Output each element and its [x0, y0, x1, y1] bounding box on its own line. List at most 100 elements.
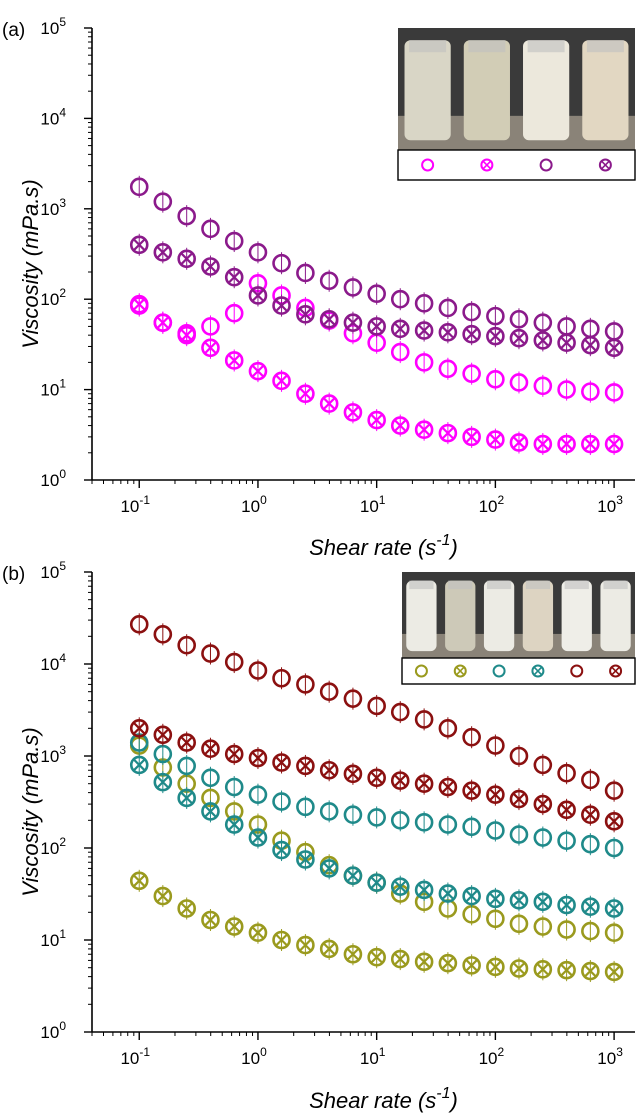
marker-circle — [438, 719, 458, 738]
data-point — [129, 869, 149, 892]
data-point — [224, 743, 244, 766]
x-tick-label-exp: 0 — [260, 1045, 267, 1059]
marker-circle — [509, 433, 529, 452]
data-point — [462, 362, 481, 385]
marker-circle — [557, 800, 576, 820]
data-point — [177, 786, 196, 809]
marker-cross — [536, 962, 550, 976]
marker-circle — [248, 361, 268, 381]
x-tick-label-exp: 0 — [260, 493, 267, 507]
marker-cross — [132, 297, 146, 311]
marker-circle — [486, 821, 505, 840]
legend-marker — [539, 158, 553, 172]
marker-circle — [177, 249, 196, 269]
data-point — [557, 918, 576, 941]
marker-cross — [393, 952, 407, 966]
x-tick-label-base: 10 — [360, 497, 379, 516]
marker-cross — [441, 956, 455, 970]
marker-cross — [322, 942, 336, 956]
marker-cross — [465, 430, 479, 444]
marker-cross — [441, 780, 455, 794]
data-point — [557, 959, 576, 982]
marker-circle — [390, 416, 410, 435]
x-tick-label-base: 10 — [241, 497, 260, 516]
marker-cross — [180, 791, 194, 805]
marker-circle — [462, 427, 481, 447]
data-point — [509, 745, 529, 767]
marker-circle — [486, 736, 505, 755]
marker-cross — [512, 893, 526, 907]
marker-circle — [414, 813, 434, 832]
data-point — [201, 766, 220, 789]
y-tick-label: 100 — [40, 467, 66, 490]
marker-circle — [343, 944, 363, 964]
data-point — [248, 659, 268, 682]
marker-circle — [509, 789, 529, 809]
marker-circle — [390, 702, 410, 722]
data-point — [509, 788, 529, 811]
marker-circle — [272, 840, 291, 860]
legend-marker — [609, 664, 623, 678]
y-tick-label: 105 — [40, 559, 66, 582]
data-point — [343, 864, 363, 887]
marker-circle — [224, 917, 244, 936]
vial — [522, 580, 554, 652]
data-point — [272, 294, 291, 317]
data-point — [272, 369, 291, 392]
data-point — [272, 751, 291, 774]
data-point — [604, 921, 624, 944]
data-point — [129, 753, 149, 776]
data-point — [343, 762, 363, 785]
marker-circle — [153, 313, 173, 332]
marker-circle — [272, 371, 291, 391]
vial-neck — [525, 580, 551, 590]
marker-cross — [156, 889, 170, 903]
marker-circle — [462, 324, 481, 344]
marker-cross — [488, 433, 502, 447]
data-point — [604, 897, 624, 920]
marker-circle — [153, 744, 173, 764]
marker-circle — [533, 434, 553, 454]
marker-cross — [180, 328, 194, 342]
data-point — [201, 908, 220, 931]
marker-cross — [536, 797, 550, 811]
data-point — [486, 428, 505, 451]
data-point — [414, 950, 434, 973]
marker-cross — [156, 728, 170, 742]
y-tick-label-exp: 2 — [59, 835, 66, 849]
legend-marker — [598, 158, 612, 172]
vial-neck — [527, 40, 565, 53]
data-point — [438, 296, 458, 319]
data-point — [414, 351, 434, 374]
marker-circle — [367, 317, 386, 336]
data-point — [296, 261, 315, 284]
marker-circle — [367, 696, 386, 716]
marker-cross — [298, 759, 312, 773]
marker-cross — [583, 437, 597, 451]
x-tick-label: 103 — [597, 1045, 623, 1068]
marker-circle — [201, 257, 220, 276]
marker-cross — [417, 423, 431, 437]
data-point — [224, 776, 244, 799]
marker-circle — [224, 815, 244, 834]
data-point — [248, 826, 268, 849]
legend-marker — [531, 664, 545, 678]
data-point — [438, 813, 458, 836]
marker-circle — [177, 635, 196, 655]
marker-circle — [390, 319, 410, 339]
x-axis-title-exponent: -1 — [436, 1085, 450, 1102]
marker-cross — [607, 341, 621, 355]
series-0 — [129, 734, 624, 944]
marker-circle — [581, 382, 600, 401]
data-point — [486, 955, 505, 978]
y-tick-label-exp: 5 — [59, 559, 66, 573]
x-tick-label: 10-1 — [120, 1045, 150, 1068]
vial-neck — [409, 580, 434, 590]
marker-cross — [393, 419, 407, 433]
y-tick-label: 102 — [40, 286, 66, 309]
vial — [404, 40, 451, 141]
vial — [445, 580, 476, 652]
y-tick-label-base: 10 — [40, 19, 59, 38]
marker-circle — [129, 615, 149, 634]
data-point — [462, 815, 481, 838]
